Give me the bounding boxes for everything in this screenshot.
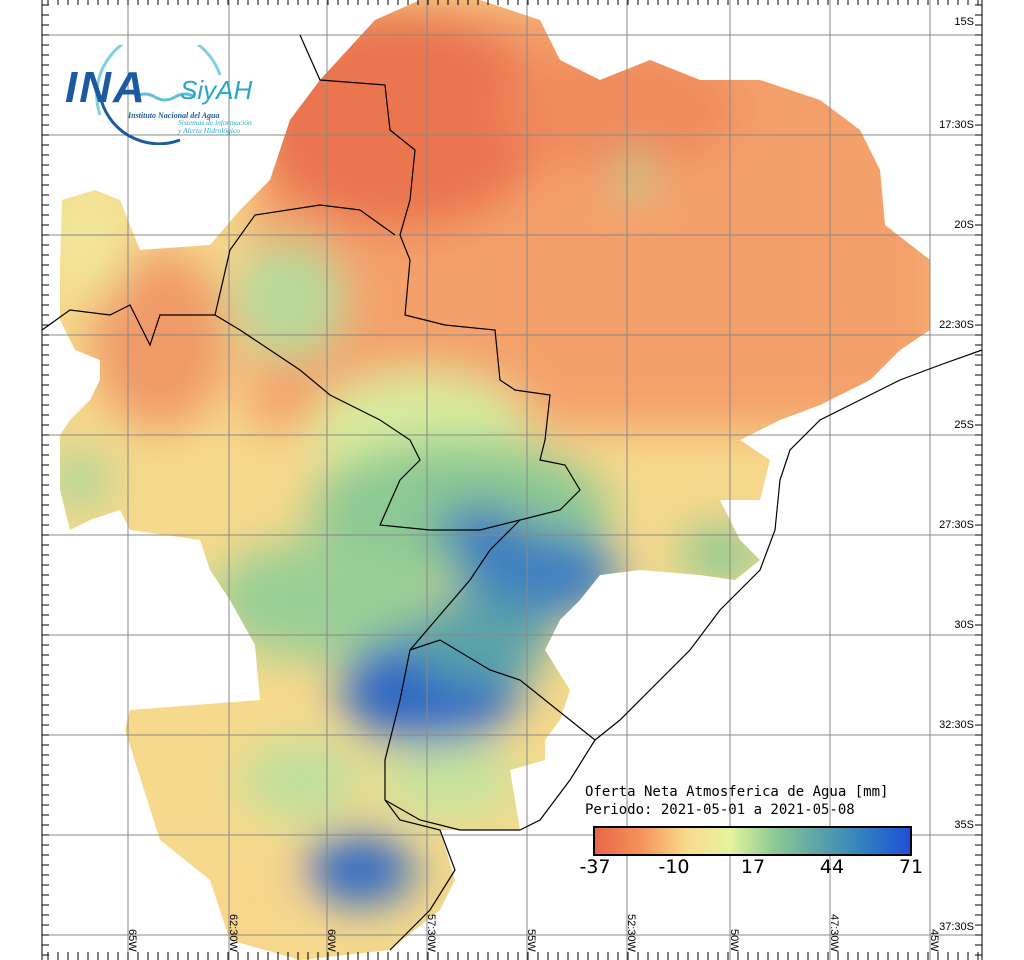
frame-ticks	[41, 0, 983, 960]
ina-siyah-logo: INA SiyAH Instituto Nacional del Agua Si…	[60, 45, 270, 145]
lat-label: 27:30S	[939, 519, 974, 531]
colorbar-tick: -37	[579, 856, 611, 878]
colorbar-tick: 17	[740, 856, 766, 878]
lon-label: 45W	[928, 929, 940, 952]
lon-label: 65W	[126, 929, 138, 952]
colorbar-tick: 44	[819, 856, 845, 878]
lon-label: 50W	[728, 929, 740, 952]
lat-label: 22:30S	[939, 319, 974, 331]
graticule	[42, 0, 982, 960]
lat-label: 25S	[954, 419, 974, 431]
lon-label: 55W	[525, 929, 537, 952]
colorbar-tick: 71	[898, 856, 924, 878]
lon-label: 62:30W	[227, 914, 239, 952]
legend-period: Periodo: 2021-05-01 a 2021-05-08	[585, 802, 855, 818]
lon-label: 47:30W	[828, 914, 840, 952]
colorbar-tick: -10	[658, 856, 690, 878]
lat-label: 37:30S	[939, 921, 974, 933]
colorbar	[593, 826, 912, 856]
lat-label: 32:30S	[939, 719, 974, 731]
lon-label: 60W	[325, 929, 337, 952]
lon-label: 52:30W	[625, 914, 637, 952]
legend-title: Oferta Neta Atmosferica de Agua [mm]	[585, 784, 889, 800]
lat-label: 30S	[954, 619, 974, 631]
lon-label: 57:30W	[425, 914, 437, 952]
lat-label: 20S	[954, 219, 974, 231]
lat-label: 17:30S	[939, 119, 974, 131]
color-legend: Oferta Neta Atmosferica de Agua [mm] Per…	[579, 783, 925, 878]
lat-label: 15S	[954, 16, 974, 28]
lat-label: 35S	[954, 819, 974, 831]
borders-and-coastline	[41, 34, 983, 951]
